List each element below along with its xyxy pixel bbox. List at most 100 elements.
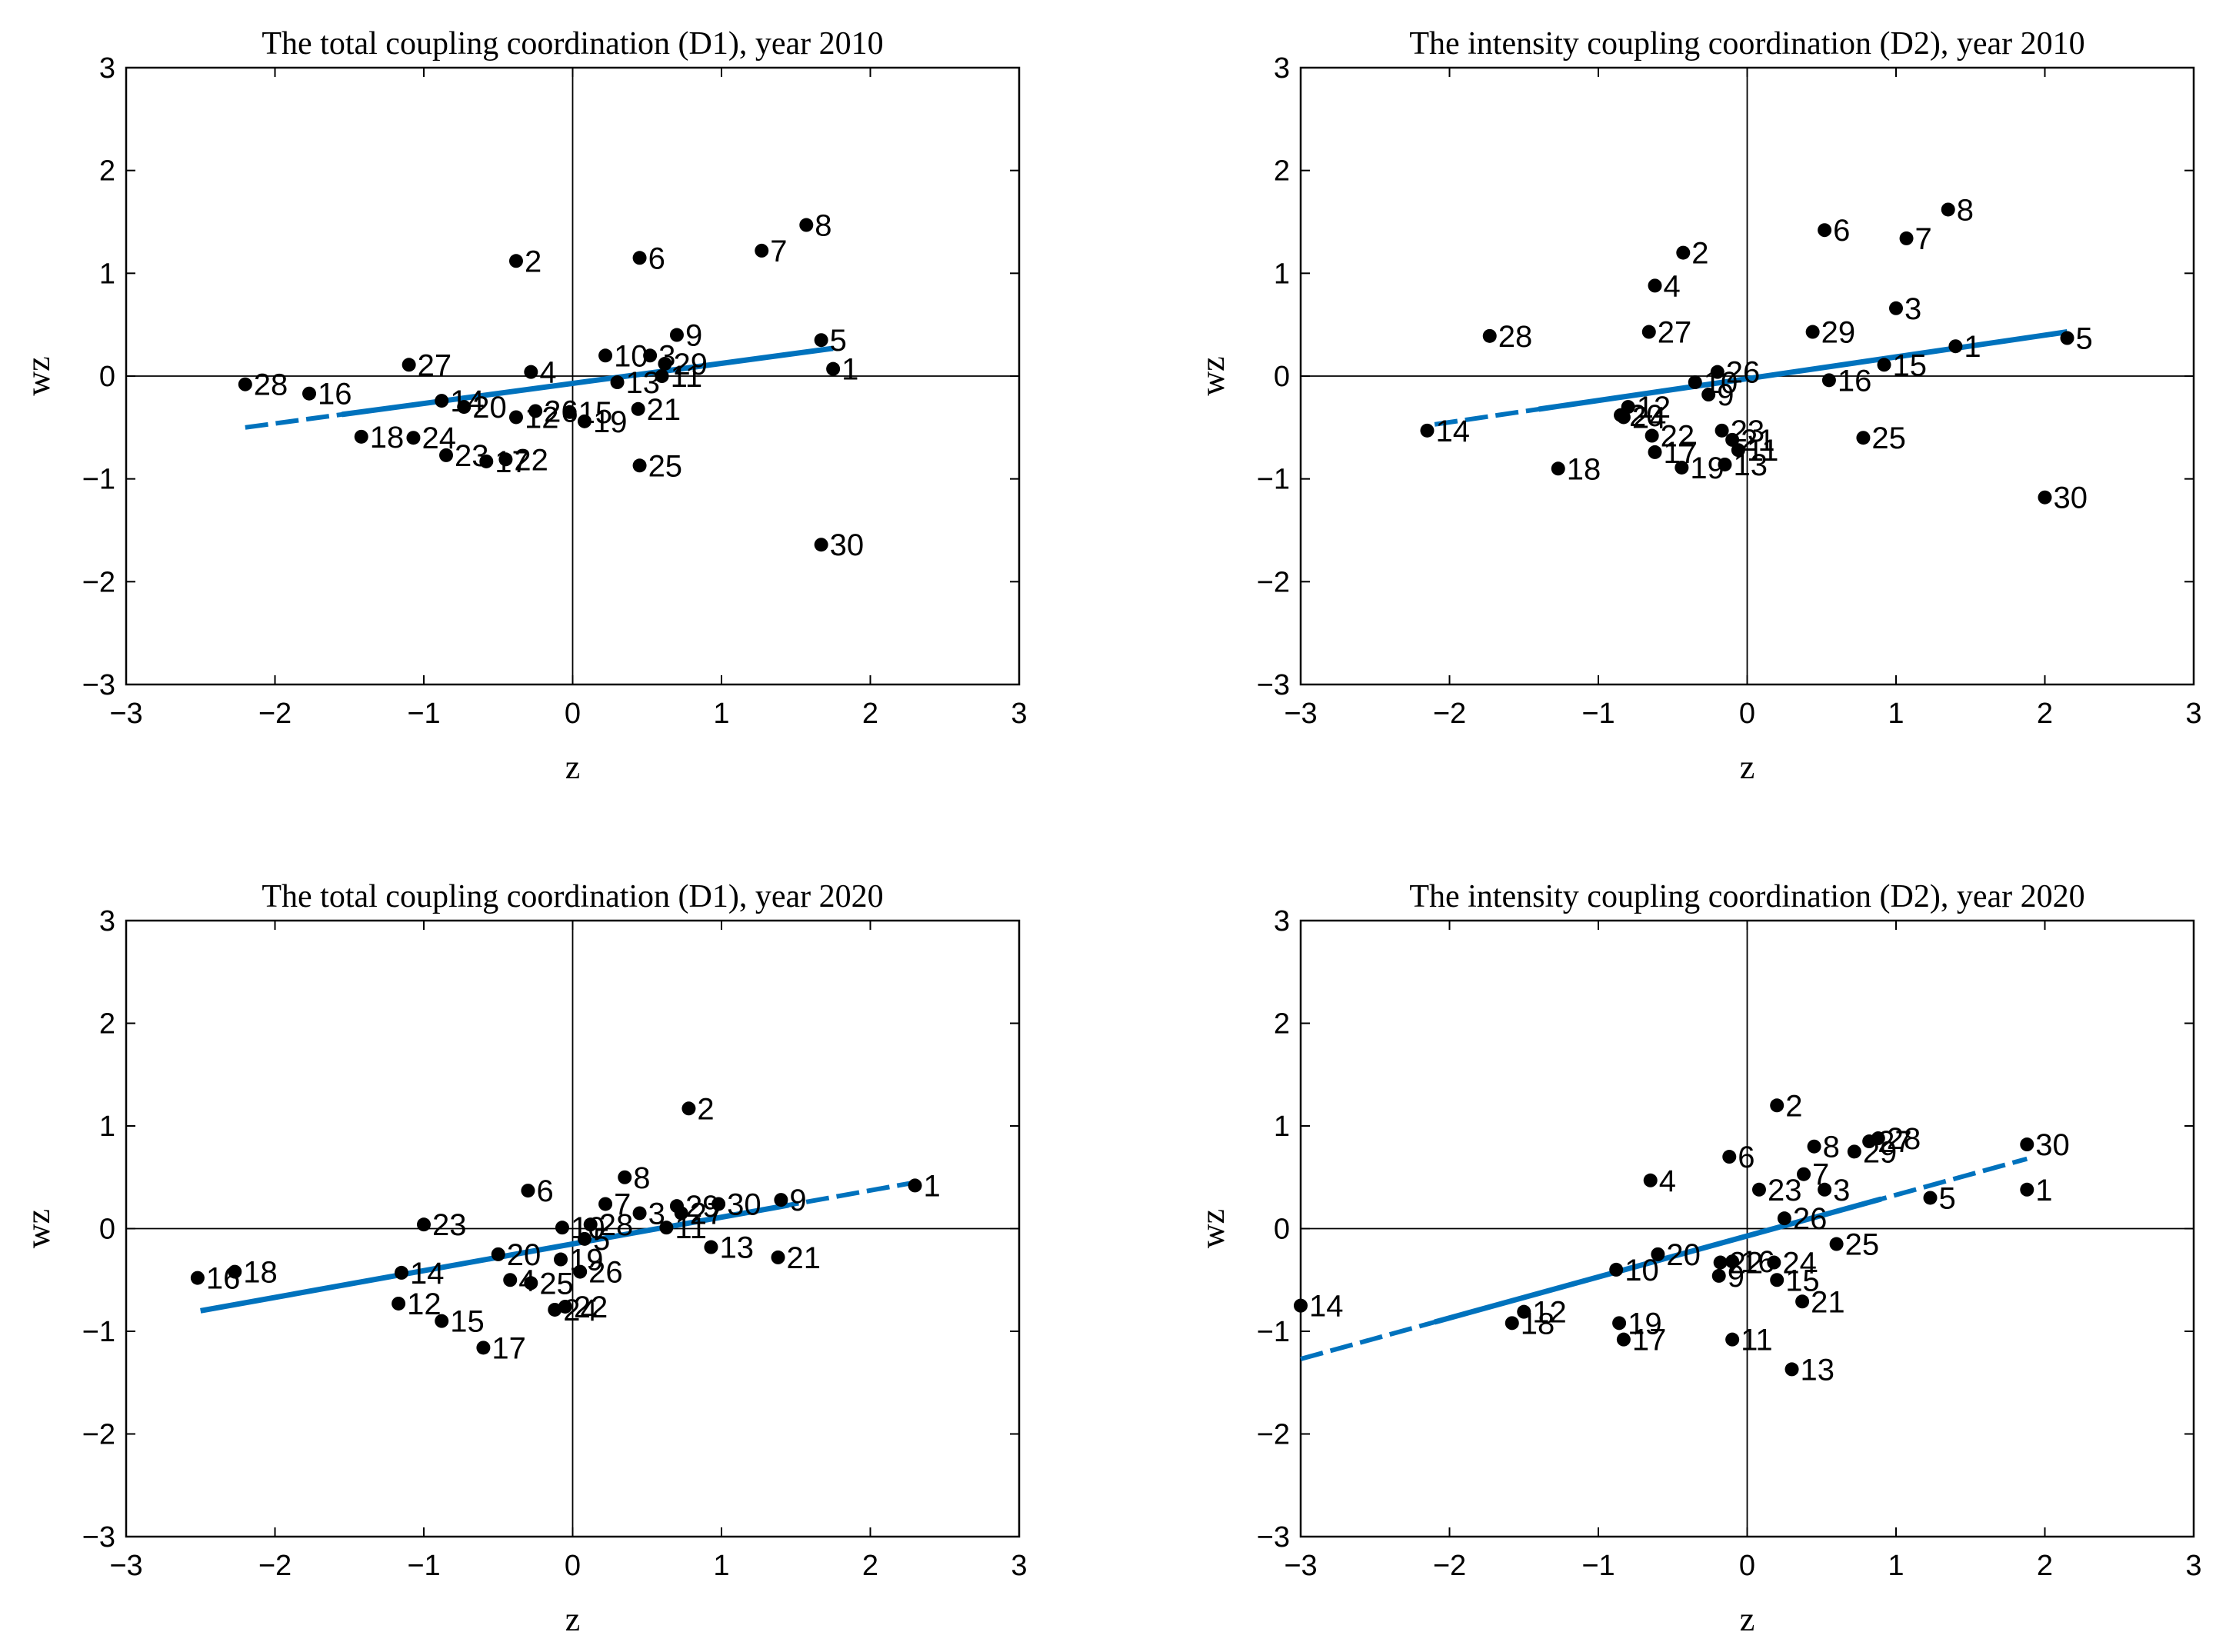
y-tick-label: 2 [99, 1008, 115, 1041]
data-point [908, 1178, 922, 1193]
regression-line-dashed [200, 1180, 916, 1314]
data-point [1725, 1254, 1740, 1269]
x-tick-label: 3 [1011, 698, 1027, 730]
y-axis-label: wz [1194, 1209, 1231, 1248]
data-point [1718, 457, 1732, 471]
data-point-label: 12 [1637, 391, 1671, 425]
data-point-label: 28 [599, 1208, 634, 1242]
data-point [457, 400, 472, 415]
data-point-label: 23 [432, 1208, 467, 1242]
data-point [1482, 328, 1497, 343]
data-point [669, 1199, 684, 1214]
data-point [1722, 1150, 1737, 1164]
data-point-label: 2 [697, 1092, 714, 1126]
data-point [618, 1170, 632, 1184]
data-point-label: 26 [544, 395, 578, 428]
data-point-label: 26 [588, 1256, 623, 1290]
data-point-label: 8 [815, 209, 831, 243]
data-point-label: 7 [614, 1187, 631, 1221]
data-point-label: 9 [685, 319, 702, 353]
data-point-label: 23 [1731, 415, 1765, 448]
data-point-label: 14 [1309, 1290, 1344, 1324]
x-tick-label: −1 [407, 1550, 440, 1582]
data-point [632, 251, 647, 265]
data-point [302, 386, 317, 401]
data-point-label: 5 [593, 1223, 610, 1257]
data-point-label: 24 [563, 1294, 598, 1327]
data-point-label: 5 [2076, 322, 2093, 356]
data-point-label: 5 [1939, 1181, 1956, 1215]
data-point [826, 361, 841, 376]
data-point [1710, 365, 1724, 379]
data-point [1767, 1255, 1781, 1270]
data-point-label: 8 [1823, 1131, 1840, 1164]
x-tick-label: −3 [1284, 1550, 1317, 1582]
data-point-label: 2 [1785, 1089, 1802, 1123]
x-tick-label: −3 [109, 698, 142, 730]
x-tick-label: −2 [1433, 698, 1466, 730]
data-point-label: 9 [789, 1184, 806, 1217]
chart-panel-d2-2010: The intensity coupling coordination (D2)… [1194, 26, 2202, 786]
data-point-label: 25 [539, 1267, 574, 1301]
data-point-label: 29 [673, 348, 708, 381]
data-point-label: 21 [1741, 424, 1775, 458]
chart-panel-d2-2020: The intensity coupling coordination (D2)… [1194, 879, 2202, 1638]
data-point [1856, 431, 1871, 445]
data-point [491, 1247, 505, 1261]
data-point-label: 25 [1871, 421, 1906, 455]
data-point-label: 18 [1567, 452, 1601, 486]
x-tick-label: 3 [2185, 698, 2201, 730]
y-tick-label: −1 [1257, 1316, 1290, 1348]
data-point-label: 13 [626, 366, 661, 400]
data-point [755, 243, 769, 258]
data-point [1651, 1247, 1665, 1261]
data-point-label: 6 [536, 1174, 553, 1208]
data-point-label: 28 [1887, 1122, 1921, 1156]
data-point-label: 3 [1833, 1174, 1850, 1207]
y-tick-label: 1 [1274, 258, 1290, 290]
data-point [2038, 490, 2052, 505]
data-point [1795, 1294, 1810, 1309]
y-tick-label: −3 [82, 1521, 115, 1554]
data-point-label: 10 [614, 339, 648, 373]
regression-line [342, 345, 834, 418]
x-tick-label: 2 [862, 698, 878, 730]
data-point [1711, 1268, 1726, 1283]
x-tick-label: 3 [1011, 1550, 1027, 1582]
data-point [598, 1197, 613, 1211]
data-point [1725, 1332, 1740, 1347]
data-point-label: 8 [1957, 193, 1974, 227]
y-tick-label: 1 [99, 1111, 115, 1143]
data-point [1641, 325, 1656, 339]
data-point [1871, 1131, 1885, 1146]
data-point [631, 401, 645, 416]
data-point [658, 356, 672, 371]
data-point-label: 4 [1659, 1164, 1676, 1198]
data-point-label: 19 [1628, 1307, 1662, 1341]
chart-title: The total coupling coordination (D1), ye… [262, 26, 883, 62]
data-point-label: 21 [647, 393, 681, 427]
data-point-label: 11 [671, 360, 703, 394]
data-point [238, 377, 252, 391]
y-tick-label: −2 [82, 1419, 115, 1451]
data-point [1713, 1255, 1728, 1270]
data-point [417, 1217, 431, 1232]
data-point [562, 405, 577, 419]
data-point [1818, 1182, 1832, 1197]
data-point [1551, 461, 1565, 476]
data-point-label: 18 [243, 1256, 278, 1290]
x-tick-label: −1 [1581, 698, 1615, 730]
data-point [190, 1271, 205, 1285]
data-point-label: 22 [1661, 420, 1695, 454]
data-point-label: 11 [1741, 1324, 1773, 1357]
y-tick-label: 1 [99, 258, 115, 290]
data-point-label: 18 [1521, 1307, 1555, 1341]
data-point [814, 333, 828, 348]
data-point-label: 1 [924, 1169, 941, 1203]
data-point [528, 404, 543, 418]
data-point [1818, 223, 1832, 238]
y-tick-label: 3 [1274, 905, 1290, 938]
x-tick-label: −2 [258, 698, 292, 730]
y-tick-label: −3 [1257, 669, 1290, 701]
data-point-label: 3 [648, 1197, 665, 1231]
